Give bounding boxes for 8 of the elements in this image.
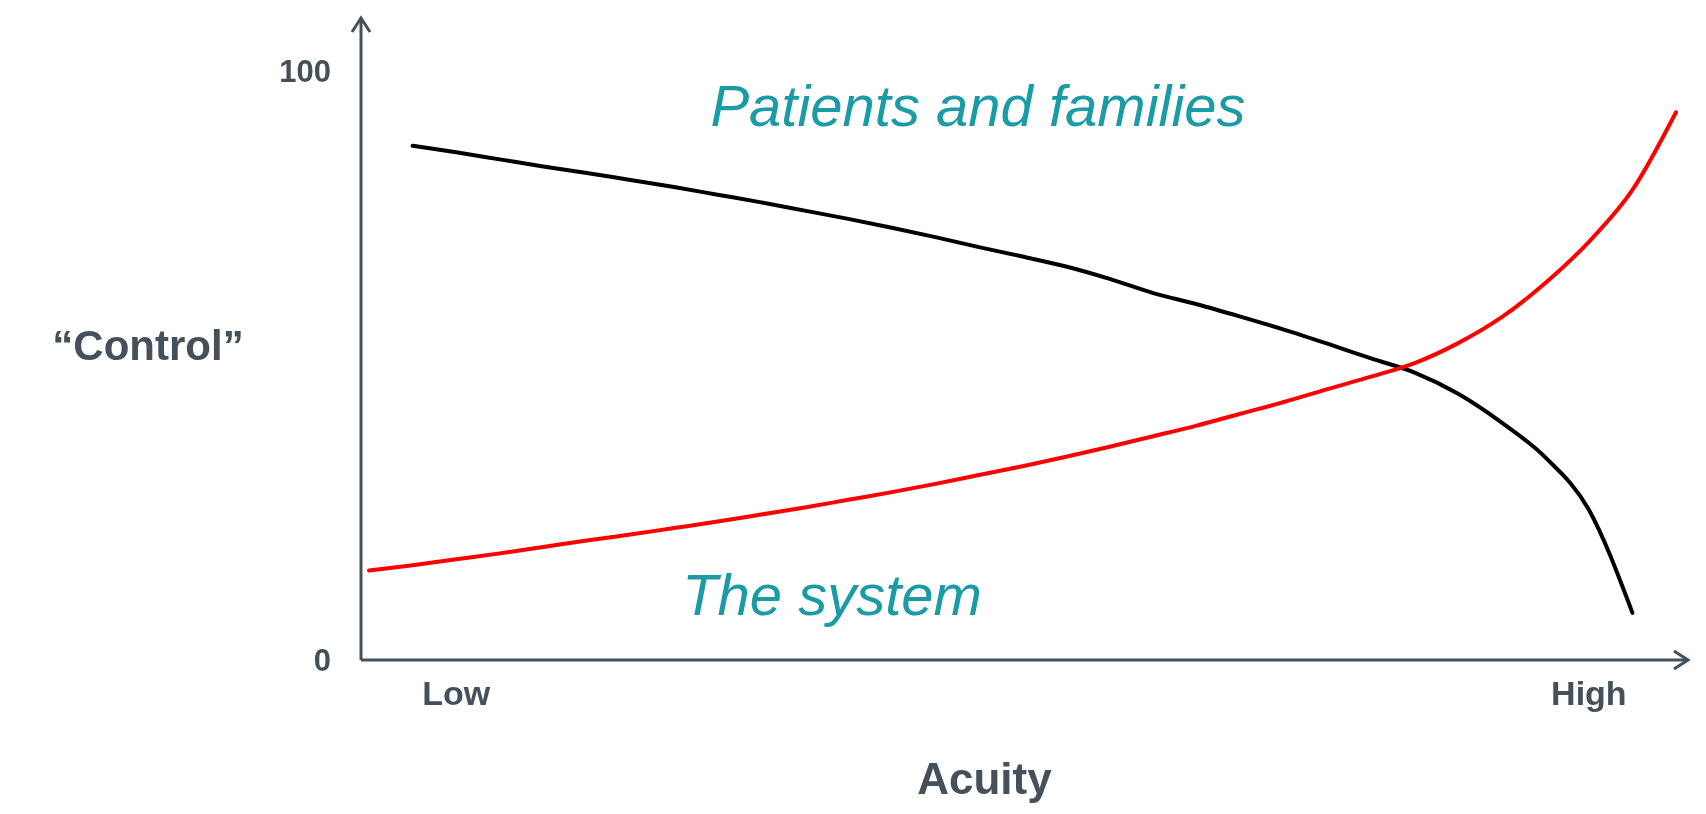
x-axis-title: Acuity [917,754,1053,803]
x-tick-label: Low [422,674,491,712]
y-tick-label: 100 [279,53,331,89]
series-label: Patients and families [710,73,1246,139]
y-axis-title: “Control” [52,322,244,370]
y-tick-label: 0 [313,642,331,678]
x-tick-label: High [1551,674,1627,712]
series-label: The system [682,562,982,628]
